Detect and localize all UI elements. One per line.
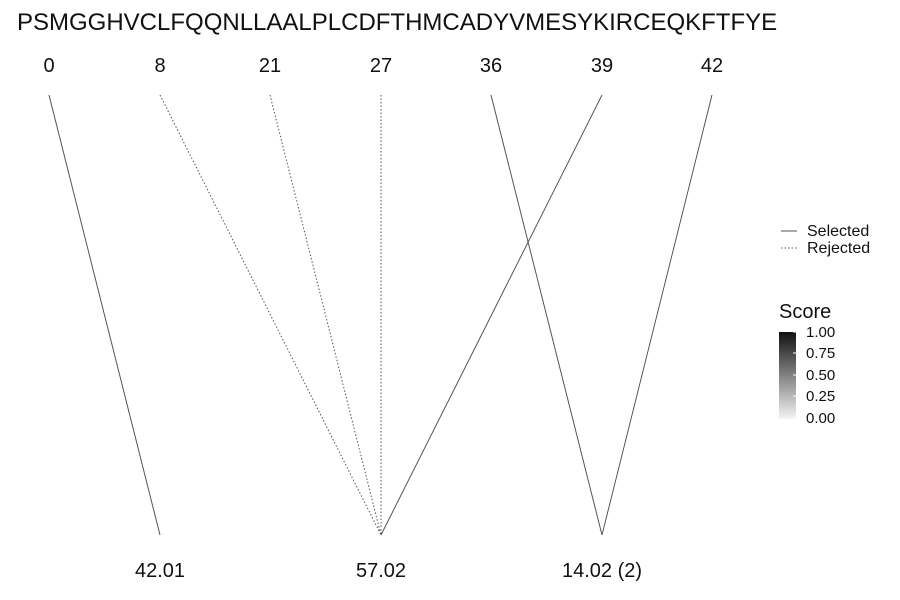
- position-tick-label: 27: [370, 55, 392, 77]
- mass-labels: 42.01 57.02 14.02 (2): [135, 560, 642, 582]
- score-tick-label: 0.00: [806, 410, 835, 427]
- selected-link-line: [48, 94, 161, 536]
- position-tick-label: 39: [591, 55, 613, 77]
- selected-link-line: [601, 94, 713, 536]
- mass-label: 42.01: [135, 560, 185, 582]
- links-layer: [48, 94, 713, 536]
- score-legend-title: Score: [779, 301, 831, 323]
- position-tick-label: 8: [154, 55, 165, 77]
- score-tick-label: 0.25: [806, 388, 835, 405]
- rejected-legend-label: Rejected: [807, 240, 870, 257]
- position-tick-label: 21: [259, 55, 281, 77]
- selected-link-line: [380, 94, 603, 536]
- score-ticks: 1.00 0.75 0.50 0.25 0.00: [793, 324, 835, 427]
- mass-label: 57.02: [356, 560, 406, 582]
- status-legend: Selected Rejected: [781, 223, 870, 257]
- score-gradient-bar: [779, 332, 796, 419]
- rejected-link-line: [269, 94, 382, 536]
- position-tick-label: 42: [701, 55, 723, 77]
- position-ticks: 0 8 21 27 36 39 42: [43, 55, 723, 77]
- score-tick-label: 0.50: [806, 367, 835, 384]
- mass-label: 14.02 (2): [562, 560, 642, 582]
- rejected-link-line: [159, 94, 382, 536]
- selected-link-line: [490, 94, 603, 536]
- position-tick-label: 36: [480, 55, 502, 77]
- score-tick-label: 0.75: [806, 345, 835, 362]
- score-tick-label: 1.00: [806, 324, 835, 341]
- sequence-text: PSMGGHVCLFQQNLLAALPLCDFTHMCADYVMESYKIRCE…: [17, 9, 777, 36]
- score-legend: Score 1.00 0.75 0.50 0.25 0.00: [779, 301, 835, 427]
- position-tick-label: 0: [43, 55, 54, 77]
- selected-legend-label: Selected: [807, 223, 869, 240]
